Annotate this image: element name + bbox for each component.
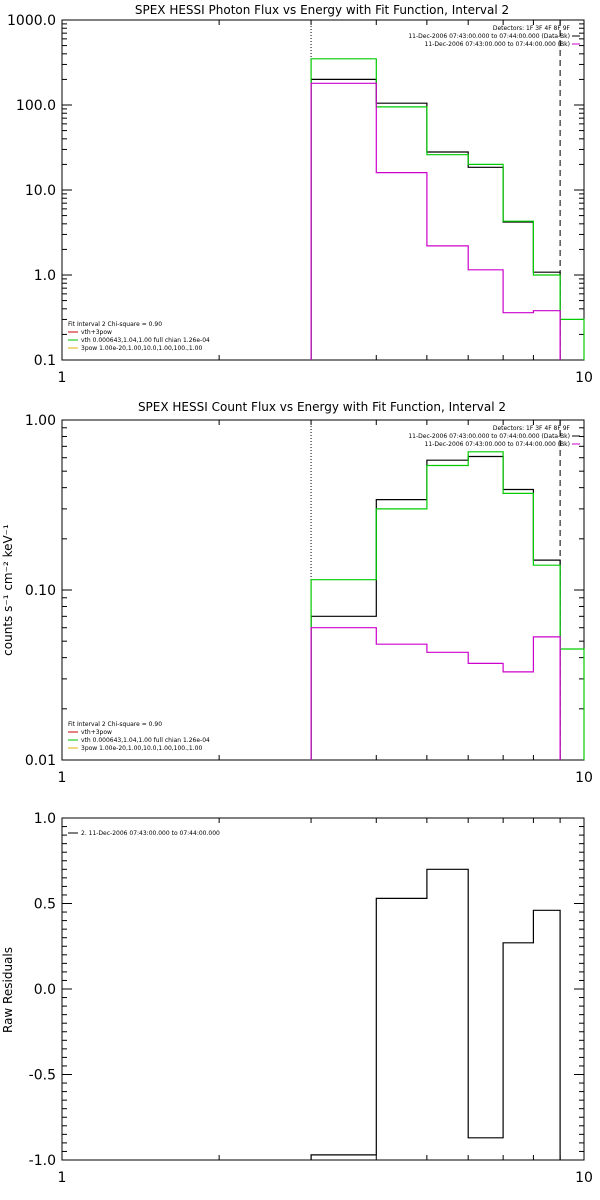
legend-label: vth+3pow <box>81 729 112 736</box>
y-tick-label: 0.0 <box>34 982 56 998</box>
legend-label: vth 0.000643,1.04,1.00 full chian 1.26e-… <box>81 737 210 744</box>
chart-title: SPEX HESSI Photon Flux vs Energy with Fi… <box>135 3 509 17</box>
photon-flux-plot-area: 1 10 0.1 1.0 10.0 100.0 1000.0 Detectors: 1F 3F… <box>7 13 593 386</box>
y-tick-label: 0.10 <box>25 583 56 599</box>
legend-label: 11-Dec-2006 07:43:00.000 to 07:44:00.000… <box>425 441 570 448</box>
count-flux-panel: SPEX HESSI Count Flux vs Energy with Fit… <box>1 400 593 786</box>
plot-frame <box>61 419 585 761</box>
y-tick-label: 10.0 <box>25 183 56 199</box>
series-line-vth <box>310 451 585 760</box>
y-tick-label: 1000.0 <box>7 13 56 29</box>
residuals-panel: Raw Residuals 1 10 -1.0 -0.5 0.0 0.5 1.0 2. 11-… <box>1 811 593 1186</box>
legend-label: Fit Interval 2 Chi-square = 0.90 <box>68 721 162 728</box>
series-line-data-bk <box>310 78 561 360</box>
plot-frame <box>61 19 585 361</box>
legend-label: Fit Interval 2 Chi-square = 0.90 <box>68 321 162 328</box>
legend-label: 3pow 1.00e-20,1.00,10.0,1.00,100.,1.00 <box>81 745 202 752</box>
legend-label: Detectors: 1F 3F 4F 8F 9F <box>493 425 571 432</box>
count-flux-plot-area: 1 10 0.01 0.10 1.00 Detectors: 1F 3F 4F 8F 9F… <box>25 413 593 786</box>
x-tick-label: 10 <box>575 370 593 386</box>
y-axis-label: Raw Residuals <box>1 947 15 1033</box>
y-tick-label: 0.1 <box>34 353 56 369</box>
y-tick-label: -0.5 <box>29 1068 56 1084</box>
series-line-2-11-dec-2006-07-43-00-000-to-07-44-00-000 <box>310 868 561 1160</box>
y-tick-label: 1.0 <box>34 811 56 827</box>
x-tick-label: 10 <box>575 1170 593 1186</box>
series-line-data-bk <box>310 455 561 760</box>
y-tick-label: 1.0 <box>34 268 56 284</box>
legend-label: 11-Dec-2006 07:43:00.000 to 07:44:00.000… <box>425 41 570 48</box>
legend-label: 2. 11-Dec-2006 07:43:00.000 to 07:44:00.… <box>81 830 220 837</box>
series-line-vth <box>310 58 585 360</box>
legend-label: 11-Dec-2006 07:43:00.000 to 07:44:00.000… <box>408 433 570 440</box>
y-tick-label: -1.0 <box>29 1153 56 1169</box>
legend-label: vth+3pow <box>81 329 112 336</box>
y-axis-label: counts s⁻¹ cm⁻² keV⁻¹ <box>1 524 15 656</box>
residuals-plot-area: 1 10 -1.0 -0.5 0.0 0.5 1.0 2. 11-Dec-2006 07:43… <box>29 811 593 1186</box>
legend-label: Detectors: 1F 3F 4F 8F 9F <box>493 25 571 32</box>
plot-frame <box>61 817 585 1161</box>
photon-flux-panel: SPEX HESSI Photon Flux vs Energy with Fi… <box>7 3 593 386</box>
chart-title: SPEX HESSI Count Flux vs Energy with Fit… <box>138 400 506 414</box>
y-tick-label: 0.5 <box>34 897 56 913</box>
legend-label: vth 0.000643,1.04,1.00 full chian 1.26e-… <box>81 337 210 344</box>
legend-label: 11-Dec-2006 07:43:00.000 to 07:44:00.000… <box>408 33 570 40</box>
x-tick-label: 1 <box>58 1170 67 1186</box>
y-tick-label: 1.00 <box>25 413 56 429</box>
series-line-bk <box>310 82 561 360</box>
y-tick-label: 0.01 <box>25 753 56 769</box>
x-tick-label: 10 <box>575 770 593 786</box>
y-tick-label: 100.0 <box>16 98 56 114</box>
x-tick-label: 1 <box>58 770 67 786</box>
series-line-bk <box>310 627 561 760</box>
legend-label: 3pow 1.00e-20,1.00,10.0,1.00,100.,1.00 <box>81 345 202 352</box>
x-tick-label: 1 <box>58 370 67 386</box>
